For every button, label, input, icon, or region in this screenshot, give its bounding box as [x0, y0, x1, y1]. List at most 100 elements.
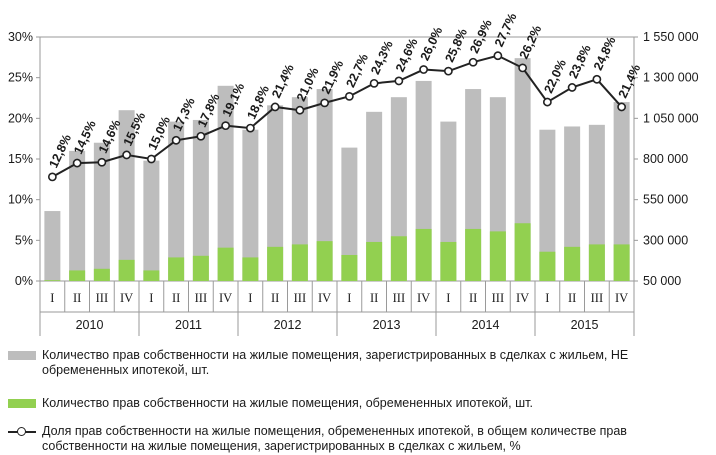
- quarter-label: IV: [615, 291, 628, 305]
- quarter-label: I: [347, 291, 351, 305]
- share-point: [518, 63, 528, 73]
- right-axis-tick-label: 1 050 000: [643, 111, 699, 125]
- bar-mortgaged: [242, 257, 259, 281]
- bar-not-mortgaged: [143, 160, 160, 281]
- bar-mortgaged: [217, 247, 234, 281]
- quarter-label: I: [149, 291, 153, 305]
- share-data-label: 24,3%: [368, 39, 396, 77]
- quarter-label: III: [294, 291, 307, 305]
- legend-swatch-gray: [8, 351, 36, 360]
- share-point: [468, 57, 478, 67]
- left-axis-tick-label: 15%: [8, 152, 33, 166]
- quarter-label: II: [469, 291, 477, 305]
- bar-not-mortgaged: [440, 121, 457, 281]
- share-point: [72, 158, 82, 168]
- quarter-label: II: [73, 291, 81, 305]
- legend-label-line: Доля прав собственности на жилые помещен…: [42, 424, 627, 453]
- quarter-label: I: [446, 291, 450, 305]
- left-axis-tick-label: 30%: [8, 30, 33, 44]
- bar-not-mortgaged: [316, 89, 333, 281]
- bar-not-mortgaged: [588, 124, 605, 281]
- share-point: [320, 98, 330, 108]
- share-data-label: 27,7%: [492, 11, 520, 49]
- left-axis-tick-label: 10%: [8, 193, 33, 207]
- bar-not-mortgaged: [93, 142, 110, 281]
- quarter-label: II: [370, 291, 378, 305]
- share-data-label: 24,6%: [393, 36, 421, 74]
- bar-not-mortgaged: [168, 121, 185, 281]
- share-point: [493, 51, 503, 61]
- share-point: [146, 154, 156, 164]
- quarter-label: IV: [516, 291, 529, 305]
- year-label: 2013: [373, 318, 401, 332]
- share-data-label: 24,8%: [591, 35, 619, 73]
- bar-not-mortgaged: [564, 126, 581, 281]
- year-label: 2010: [76, 318, 104, 332]
- quarter-label: III: [393, 291, 406, 305]
- share-data-label: 26,9%: [467, 17, 495, 55]
- right-axis-tick-label: 1 550 000: [643, 30, 699, 44]
- bar-mortgaged: [514, 223, 531, 281]
- left-axis-tick-label: 0%: [15, 274, 33, 288]
- left-axis-tick-label: 20%: [8, 111, 33, 125]
- quarter-label: IV: [219, 291, 232, 305]
- bar-mortgaged: [415, 228, 432, 281]
- share-point: [443, 66, 453, 76]
- mortgage-share-chart: 0% 5% 10% 15% 20% 25% 30% 50 000 300 000 550 000 8…: [8, 11, 699, 336]
- share-point: [196, 131, 206, 141]
- year-label: 2014: [472, 318, 500, 332]
- bar-not-mortgaged: [539, 129, 556, 281]
- bar-mortgaged: [440, 241, 457, 281]
- quarter-label: I: [50, 291, 54, 305]
- quarter-label: III: [591, 291, 604, 305]
- share-point: [221, 121, 231, 131]
- bar-not-mortgaged: [217, 85, 234, 281]
- bar-mortgaged: [564, 246, 581, 281]
- share-data-label: 22,7%: [343, 52, 371, 90]
- bar-mortgaged: [341, 254, 358, 281]
- share-data-label: 21,4%: [269, 62, 297, 100]
- share-data-label: 26,2%: [517, 23, 545, 61]
- bar-mortgaged: [316, 241, 333, 281]
- bar-not-mortgaged: [118, 110, 135, 281]
- bar-not-mortgaged: [242, 129, 259, 281]
- quarter-label: III: [492, 291, 505, 305]
- quarter-label: IV: [318, 291, 331, 305]
- bar-not-mortgaged: [291, 97, 308, 281]
- bar-mortgaged: [267, 246, 284, 281]
- bar-mortgaged: [143, 270, 160, 281]
- quarter-label: II: [568, 291, 576, 305]
- bar-mortgaged: [168, 257, 185, 281]
- quarter-label: II: [271, 291, 279, 305]
- quarter-label: IV: [120, 291, 133, 305]
- share-point: [567, 83, 577, 92]
- share-data-label: 21,9%: [319, 58, 347, 96]
- bar-mortgaged: [613, 244, 630, 281]
- right-axis-tick-label: 550 000: [643, 193, 688, 207]
- bar-not-mortgaged: [366, 111, 383, 282]
- bar-not-mortgaged: [341, 147, 358, 281]
- legend-swatch-line: [8, 424, 36, 439]
- bar-not-mortgaged: [44, 211, 61, 281]
- bar-mortgaged: [44, 280, 61, 281]
- left-axis-tick-label: 25%: [8, 71, 33, 85]
- bar-mortgaged: [192, 255, 209, 281]
- share-point: [394, 76, 404, 86]
- quarter-label: III: [195, 291, 208, 305]
- share-data-label: 26,0%: [418, 25, 446, 63]
- year-label: 2015: [571, 318, 599, 332]
- share-point: [47, 172, 57, 182]
- share-point: [270, 102, 280, 112]
- share-point: [617, 102, 627, 112]
- share-point: [419, 65, 429, 74]
- quarter-label: I: [545, 291, 549, 305]
- legend-item-gray-bars: Количество прав собственности на жилые п…: [8, 348, 702, 378]
- bar-not-mortgaged: [192, 119, 209, 282]
- bar-mortgaged: [93, 268, 110, 281]
- bar-mortgaged: [366, 241, 383, 281]
- share-point: [592, 74, 602, 84]
- left-axis-tick-label: 5%: [15, 233, 33, 247]
- bar-mortgaged: [465, 228, 482, 281]
- share-data-label: 21,4%: [616, 62, 644, 100]
- right-axis-tick-label: 50 000: [643, 274, 681, 288]
